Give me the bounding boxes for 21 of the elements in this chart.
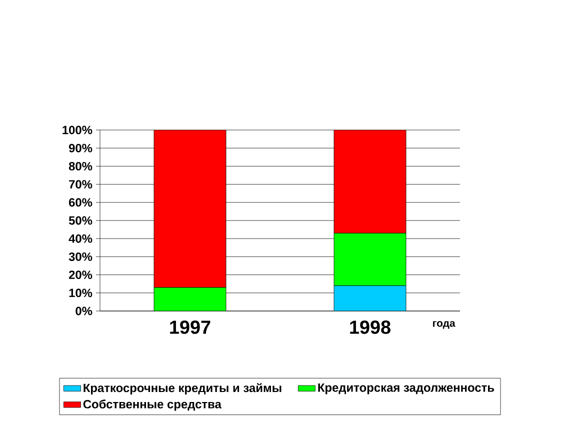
legend-label: Собственные средства	[83, 400, 222, 411]
y-tick-label: 70%	[69, 180, 92, 189]
x-axis-title: года	[433, 321, 456, 329]
y-tick-label: 40%	[68, 234, 92, 243]
y-tick-label: 100%	[62, 126, 92, 134]
y-tick-label: 80%	[68, 162, 92, 170]
y-tick-label: 50%	[68, 216, 92, 225]
y-tick-label: 30%	[68, 252, 92, 261]
bar	[154, 130, 226, 288]
y-tick-label: 90%	[68, 144, 92, 152]
legend-label: Кредиторская задолженность	[318, 384, 494, 394]
legend-label: Краткосрочные кредиты и займы	[84, 383, 282, 395]
bar	[154, 287, 226, 311]
y-tick-label: 60%	[68, 198, 92, 207]
y-tick-label: 0%	[76, 306, 92, 316]
x-tick-label: 1998	[350, 320, 390, 334]
y-tick-label: 10%	[69, 288, 92, 298]
y-tick-label: 20%	[68, 270, 92, 280]
bar	[334, 232, 406, 286]
x-tick-label: 1997	[170, 320, 210, 334]
bar	[334, 130, 406, 234]
